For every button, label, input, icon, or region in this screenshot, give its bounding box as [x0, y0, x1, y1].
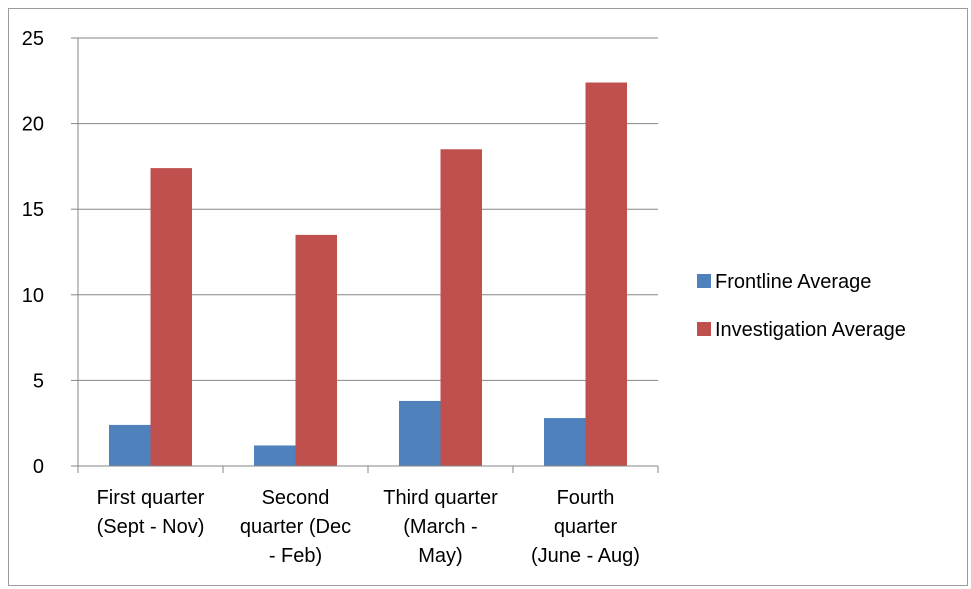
x-tick-label: Third quarter (March - May) — [383, 487, 498, 567]
x-tick-label-line: Third quarter — [383, 487, 498, 509]
y-tick-label: 0 — [33, 456, 44, 478]
bar-investigation-average — [150, 168, 192, 466]
x-tick-label-line: Second — [262, 487, 330, 509]
x-tick-label: Second quarter (Dec - Feb) — [240, 487, 351, 567]
x-tick-label-line: (June - Aug) — [531, 545, 640, 567]
x-tick-label-line: May) — [418, 545, 462, 567]
x-tick-label: Fourth quarter (June - Aug) — [531, 487, 640, 567]
x-tick-label-line: - Feb) — [269, 545, 322, 567]
x-tick-label-line: Fourth — [557, 487, 615, 509]
legend-swatch — [697, 274, 711, 288]
x-tick-label-line: (Sept - Nov) — [97, 516, 205, 538]
legend: Frontline Average Investigation Average — [697, 271, 906, 341]
bar-investigation-average — [585, 82, 627, 467]
bar-investigation-average — [295, 234, 337, 466]
bar-frontline-average — [109, 424, 151, 466]
bar-frontline-average — [254, 445, 296, 466]
bar-frontline-average — [544, 418, 586, 466]
y-tick-labels: 0 5 10 15 20 25 — [22, 28, 44, 478]
bars — [109, 82, 627, 467]
chart-frame — [8, 8, 968, 586]
y-tick-label: 25 — [22, 28, 44, 50]
x-tick-label-line: (March - — [403, 516, 477, 538]
y-tick-label: 20 — [22, 114, 44, 136]
x-tick-label-line: quarter — [554, 516, 618, 538]
x-tick-label-line: First quarter — [97, 487, 205, 509]
axes — [71, 37, 659, 473]
y-tick-label: 5 — [33, 370, 44, 392]
x-tick-label: First quarter (Sept - Nov) — [97, 487, 205, 538]
legend-label: Frontline Average — [715, 271, 871, 293]
legend-swatch — [697, 322, 711, 336]
x-tick-labels: First quarter (Sept - Nov) Second quarter (… — [97, 487, 640, 567]
y-tick-label: 15 — [22, 199, 44, 221]
bar-investigation-average — [440, 149, 482, 466]
bar-frontline-average — [399, 400, 441, 466]
y-tick-label: 10 — [22, 285, 44, 307]
legend-label: Investigation Average — [715, 319, 906, 341]
x-tick-label-line: quarter (Dec — [240, 516, 351, 538]
